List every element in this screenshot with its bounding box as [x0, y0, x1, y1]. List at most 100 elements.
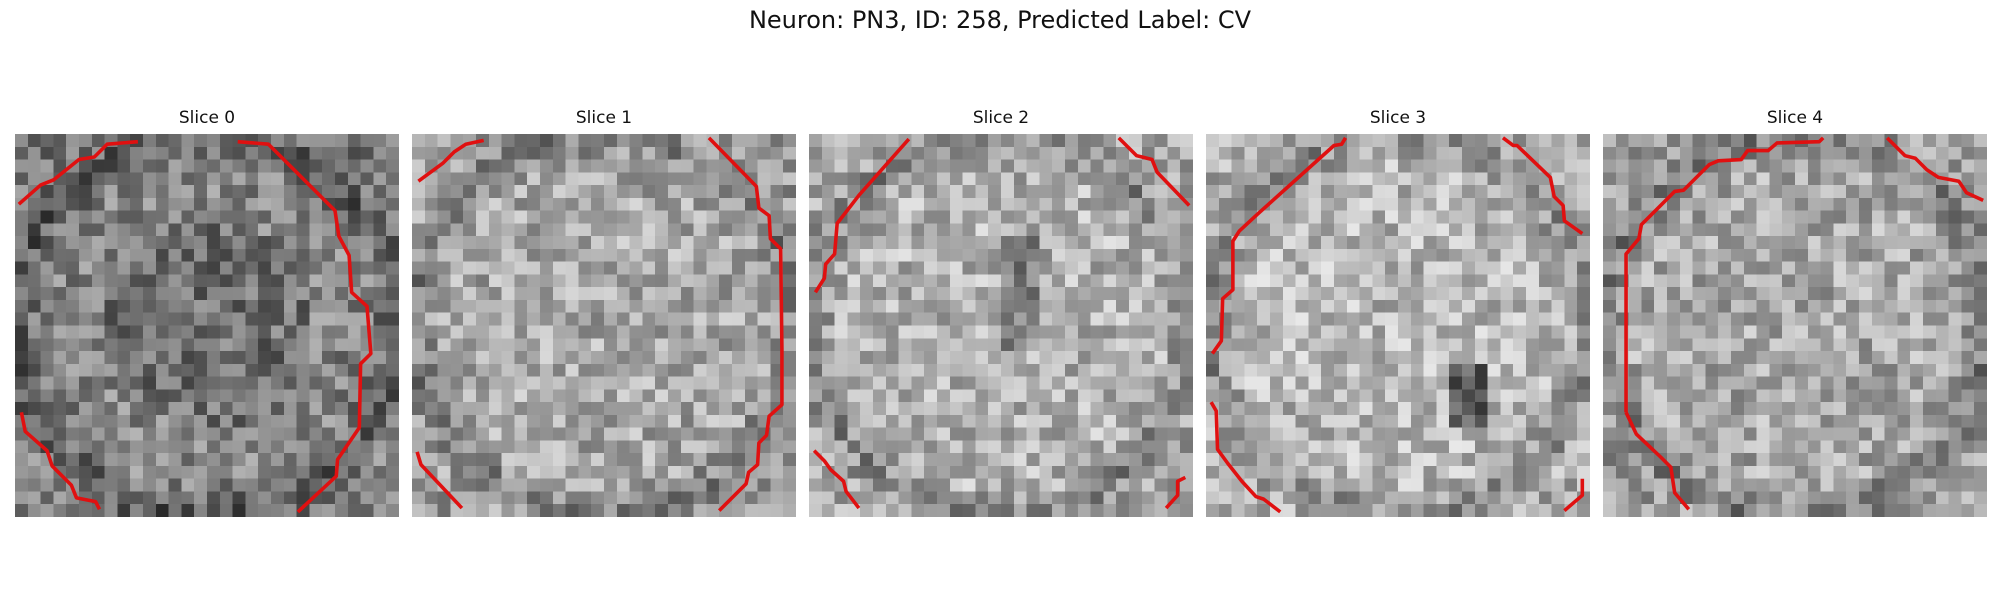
slice-4-pixel [1974, 261, 1987, 275]
slice-4-pixel [1628, 504, 1642, 517]
slice-2-pixel [821, 427, 835, 441]
slice-2-pixel [898, 414, 912, 428]
slice-1-pixel [412, 363, 426, 377]
slice-0-pixel [66, 172, 80, 186]
slice-2-pixel [809, 236, 823, 250]
slice-2-pixel [988, 453, 1002, 467]
slice-3-contour-2 [1209, 401, 1282, 514]
slice-4-pixel [1731, 504, 1745, 517]
slice-1-pixel [693, 210, 707, 224]
slice-4-pixel [1833, 185, 1847, 199]
slice-2-pixel [1026, 389, 1040, 403]
slice-1-pixel [527, 338, 541, 352]
slice-3-pixel [1564, 478, 1578, 492]
slice-1-pixel [565, 159, 579, 173]
slice-1-pixel [642, 402, 656, 416]
slice-2-pixel [821, 210, 835, 224]
slice-4-pixel [1769, 197, 1783, 211]
slice-4-pixel [1667, 248, 1681, 262]
slice-3-pixel [1372, 351, 1386, 365]
slice-1-pixel [604, 440, 618, 454]
slice-3-pixel [1385, 453, 1399, 467]
slice-2-pixel [898, 504, 912, 517]
slice-3-pixel [1257, 172, 1271, 186]
slice-3-pixel [1449, 287, 1463, 301]
slice-1-pixel [463, 248, 477, 262]
slice-0-pixel [296, 223, 310, 237]
slice-0-pixel [40, 134, 54, 148]
slice-0-pixel [386, 389, 399, 403]
slice-2-pixel [1052, 453, 1066, 467]
slice-4-pixel [1974, 274, 1987, 288]
slice-0-pixel [335, 172, 349, 186]
slice-3-pixel [1577, 363, 1590, 377]
slice-3-pixel [1218, 414, 1232, 428]
slice-2-pixel [988, 389, 1002, 403]
slice-4-pixel [1871, 299, 1885, 313]
slice-2-pixel [1154, 427, 1168, 441]
slice-0-pixel [194, 312, 208, 326]
slice-0-pixel [373, 287, 387, 301]
slice-0-pixel [130, 236, 144, 250]
slice-4-pixel [1692, 414, 1706, 428]
slice-4-pixel [1795, 402, 1809, 416]
slice-0-pixel [155, 440, 169, 454]
slice-0-pixel [258, 223, 272, 237]
slice-0-pixel [91, 236, 105, 250]
slice-2-pixel [1129, 261, 1143, 275]
slice-2-pixel [834, 402, 848, 416]
slice-2-pixel [1065, 440, 1079, 454]
slice-3-pixel [1513, 325, 1527, 339]
slice-3-pixel [1410, 325, 1424, 339]
slice-1-pixel [476, 248, 490, 262]
slice-4-pixel [1641, 287, 1655, 301]
slice-4-pixel [1679, 261, 1693, 275]
slice-4-pixel [1871, 223, 1885, 237]
slice-4-pixel [1820, 223, 1834, 237]
slice-4-pixel [1884, 414, 1898, 428]
slice-3-pixel [1282, 389, 1296, 403]
slice-3-pixel [1398, 351, 1412, 365]
slice-4-pixel [1641, 376, 1655, 390]
slice-1-pixel [642, 172, 656, 186]
slice-3-pixel [1526, 427, 1540, 441]
slice-1-pixel [463, 414, 477, 428]
slice-1-pixel [680, 223, 694, 237]
slice-1-pixel [488, 338, 502, 352]
slice-3-pixel [1359, 146, 1373, 160]
slice-2-pixel [1129, 338, 1143, 352]
slice-2-pixel [1013, 478, 1027, 492]
slice-1-pixel [437, 287, 451, 301]
slice-2-pixel [1141, 185, 1155, 199]
slice-1-pixel [744, 159, 758, 173]
slice-0-pixel [130, 363, 144, 377]
slice-1-pixel [668, 312, 682, 326]
slice-1-pixel [616, 312, 630, 326]
slice-3-pixel [1436, 236, 1450, 250]
slice-1-pixel [552, 389, 566, 403]
slice-0-pixel [347, 504, 361, 517]
slice-4-pixel [1846, 325, 1860, 339]
slice-0-pixel [271, 351, 285, 365]
slice-0-pixel [258, 159, 272, 173]
slice-0-pixel [15, 491, 29, 505]
slice-4-pixel [1705, 414, 1719, 428]
slice-3-pixel [1462, 210, 1476, 224]
slice-4-pixel [1705, 134, 1719, 148]
slice-2-pixel [911, 376, 925, 390]
slice-4-pixel [1718, 325, 1732, 339]
slice-1-pixel [437, 325, 451, 339]
slice-1-pixel [488, 197, 502, 211]
slice-1-pixel [744, 146, 758, 160]
slice-0-pixel [258, 274, 272, 288]
slice-2-pixel [1077, 159, 1091, 173]
slice-3-pixel [1487, 478, 1501, 492]
slice-4-pixel [1948, 248, 1962, 262]
slice-3-pixel [1359, 491, 1373, 505]
slice-4-pixel [1923, 197, 1937, 211]
slice-4-pixel [1935, 376, 1949, 390]
slice-4-pixel [1935, 491, 1949, 505]
slice-4-pixel [1731, 236, 1745, 250]
slice-3-pixel [1487, 453, 1501, 467]
slice-3-pixel [1206, 478, 1220, 492]
